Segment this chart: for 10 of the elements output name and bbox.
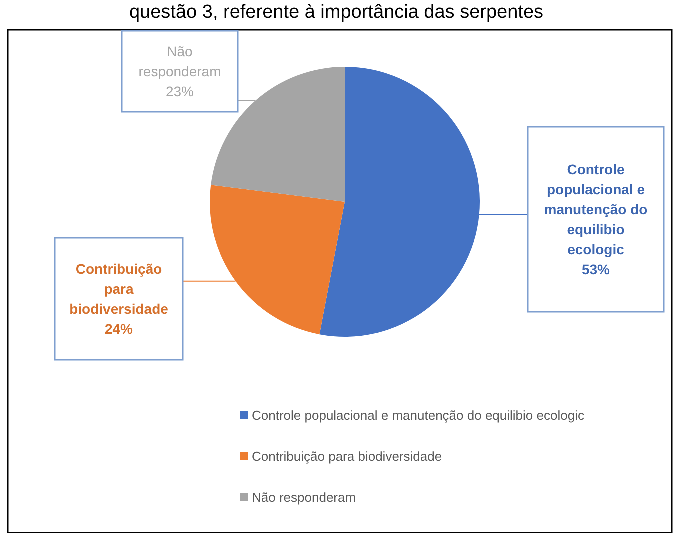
data-label: 23% xyxy=(166,84,194,100)
legend-label: Controle populacional e manutenção do equilibio ecologic xyxy=(252,408,585,423)
slice-label: Controle populacional e manutenção do equilibio ecologic xyxy=(544,162,648,258)
data-label: 53% xyxy=(582,262,611,278)
data-label: 24% xyxy=(104,321,134,337)
slice-label: Não responderam xyxy=(138,44,222,80)
legend-label: Contribuição para biodiversidade xyxy=(252,449,442,464)
chart-title: questão 3, referente à importância das serpentes xyxy=(129,2,544,23)
legend-label: Não responderam xyxy=(252,490,356,505)
slice-label: Contribuição para biodiversidade xyxy=(70,261,169,317)
